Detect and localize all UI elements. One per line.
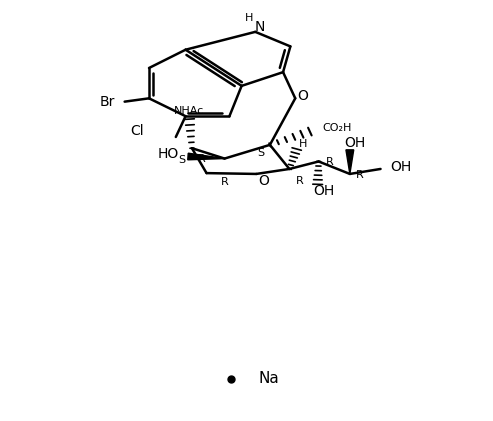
Text: R: R [221,177,228,187]
Text: S: S [178,155,186,165]
Text: S: S [257,148,265,158]
Text: NHAc: NHAc [175,106,205,116]
Text: H: H [299,139,307,149]
Polygon shape [188,153,225,160]
Text: Na: Na [258,371,279,386]
Text: OH: OH [313,184,334,197]
Text: R: R [198,154,206,164]
Text: O: O [297,89,308,103]
Text: OH: OH [344,136,365,150]
Polygon shape [346,150,354,174]
Text: R: R [356,170,364,180]
Text: Cl: Cl [130,124,143,138]
Text: H: H [245,13,253,23]
Text: OH: OH [390,160,412,174]
Text: CO₂H: CO₂H [322,123,352,133]
Text: O: O [258,174,269,189]
Text: R: R [296,176,304,186]
Text: R: R [325,157,333,167]
Text: Br: Br [100,95,115,109]
Text: HO: HO [158,147,179,161]
Text: N: N [255,20,265,34]
